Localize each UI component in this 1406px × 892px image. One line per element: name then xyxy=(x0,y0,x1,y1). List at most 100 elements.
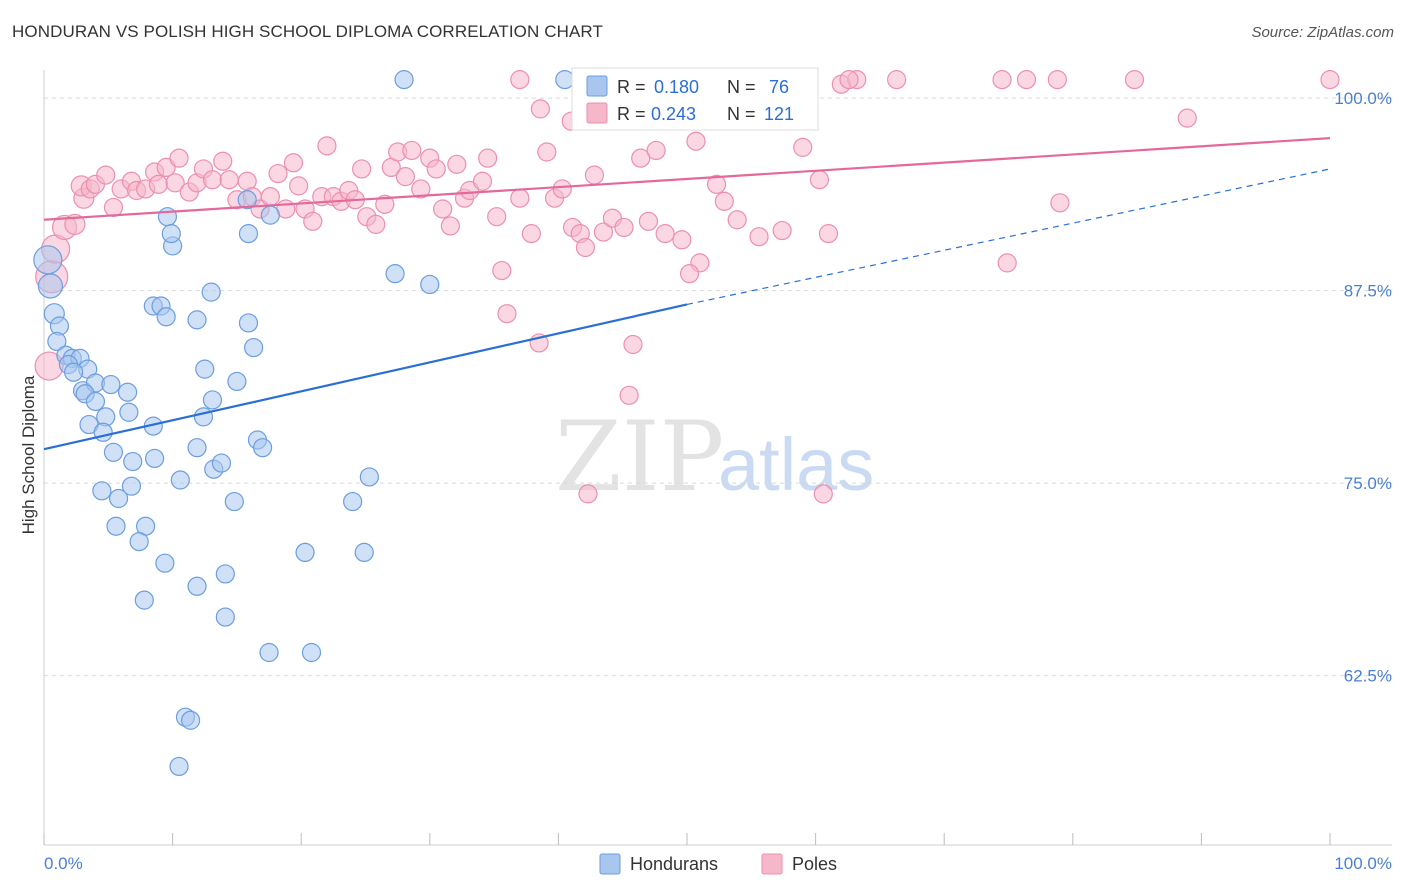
hondurans-point-1 xyxy=(37,273,64,299)
poles-point-53 xyxy=(426,159,446,179)
hondurans-point-29 xyxy=(106,516,126,536)
legend-n-label-2: N = xyxy=(727,104,756,124)
poles-point-98 xyxy=(1050,193,1070,213)
hondurans-trendline xyxy=(43,303,688,451)
hondurans-point-69 xyxy=(385,264,405,284)
poles-point-18 xyxy=(165,173,185,193)
legend-n-value-2: 121 xyxy=(764,104,794,124)
poles-point-31 xyxy=(268,163,288,184)
poles-point-95 xyxy=(578,484,598,504)
chart-title: HONDURAN VS POLISH HIGH SCHOOL DIPLOMA C… xyxy=(12,22,603,41)
hondurans-point-26 xyxy=(121,476,142,496)
hondurans-point-68 xyxy=(359,467,379,487)
poles-point-111 xyxy=(1320,70,1340,90)
poles-point-62 xyxy=(492,260,512,281)
hondurans-point-33 xyxy=(134,590,154,610)
poles-point-90 xyxy=(793,137,813,157)
poles-point-82 xyxy=(672,230,692,250)
y-tick-labels: 100.0% 87.5% 75.0% 62.5% xyxy=(1334,89,1392,686)
poles-point-10 xyxy=(103,197,124,218)
hondurans-point-10 xyxy=(63,362,84,382)
hondurans-point-16 xyxy=(117,382,138,402)
hondurans-point-53 xyxy=(244,337,264,358)
poles-point-50 xyxy=(402,140,422,161)
legend-r-value-1: 0.180 xyxy=(654,77,699,97)
poles-point-107 xyxy=(992,70,1012,90)
poles-point-33 xyxy=(283,153,304,173)
poles-point-49 xyxy=(395,167,415,187)
x-tick-label-min: 0.0% xyxy=(44,854,83,873)
poles-point-24 xyxy=(213,151,233,171)
poles-point-9 xyxy=(96,165,116,185)
poles-point-76 xyxy=(614,217,634,238)
poles-point-30 xyxy=(260,187,280,207)
poles-point-67 xyxy=(537,142,557,162)
poles-point-64 xyxy=(510,188,530,208)
legend-top: R = 0.180 N = 76 R = 0.243 N = 121 xyxy=(571,67,819,131)
legend-n-value-1: 76 xyxy=(769,77,789,97)
poles-point-86 xyxy=(714,191,734,211)
poles-point-55 xyxy=(440,216,460,236)
hondurans-point-59 xyxy=(211,453,232,473)
hondurans-point-64 xyxy=(260,205,280,225)
y-tick-label-3: 62.5% xyxy=(1344,667,1392,686)
poles-point-72 xyxy=(575,237,596,258)
hondurans-point-37 xyxy=(259,642,279,663)
poles-point-77 xyxy=(623,334,643,355)
poles-point-54 xyxy=(433,199,453,219)
poles-point-56 xyxy=(447,154,467,174)
poles-point-51 xyxy=(411,179,431,199)
hondurans-point-24 xyxy=(144,448,165,469)
poles-point-88 xyxy=(749,227,769,247)
poles-point-92 xyxy=(818,224,839,244)
x-tick-label-max: 100.0% xyxy=(1334,854,1392,873)
poles-point-112 xyxy=(510,70,530,90)
hondurans-point-15 xyxy=(85,391,106,412)
legend-swatch-poles xyxy=(586,102,608,124)
poles-point-79 xyxy=(638,211,659,231)
legend-bottom-swatch-poles xyxy=(761,853,783,875)
hondurans-point-62 xyxy=(253,438,273,458)
poles-point-85 xyxy=(706,174,727,194)
poles-point-25 xyxy=(219,170,239,190)
poles-point-117 xyxy=(839,70,859,90)
hondurans-point-42 xyxy=(157,207,178,227)
poles-point-94 xyxy=(619,385,639,405)
y-tick-label-0: 100.0% xyxy=(1334,89,1392,108)
hondurans-point-32 xyxy=(155,553,175,573)
poles-point-63 xyxy=(497,304,517,324)
poles-point-34 xyxy=(289,176,309,196)
watermark-atlas: atlas xyxy=(718,423,874,506)
y-tick-label-1: 87.5% xyxy=(1344,282,1392,301)
legend-n-label-1: N = xyxy=(727,77,756,97)
legend-bottom: Hondurans Poles xyxy=(599,853,837,875)
poles-point-110 xyxy=(1124,70,1145,90)
hondurans-point-52 xyxy=(238,224,259,244)
poles-point-60 xyxy=(478,148,498,168)
poles-trendline xyxy=(43,137,1331,221)
hondurans-points xyxy=(33,70,575,777)
poles-point-106 xyxy=(887,70,907,90)
hondurans-point-51 xyxy=(238,313,259,333)
hondurans-point-67 xyxy=(354,542,374,563)
y-axis-label: High School Diploma xyxy=(19,375,38,534)
poles-point-89 xyxy=(772,220,792,241)
poles-point-109 xyxy=(1047,70,1067,90)
y-tick-label-2: 75.0% xyxy=(1344,474,1392,493)
hondurans-point-55 xyxy=(202,390,223,410)
poles-point-23 xyxy=(202,170,223,190)
poles-point-59 xyxy=(472,171,493,191)
poles-point-73 xyxy=(584,165,605,185)
hondurans-point-21 xyxy=(93,422,113,442)
hondurans-point-18 xyxy=(119,402,139,422)
hondurans-point-48 xyxy=(187,310,207,330)
source-label: Source: ZipAtlas.com xyxy=(1251,24,1394,41)
hondurans-point-57 xyxy=(187,438,207,458)
axes xyxy=(43,70,1392,846)
poles-point-80 xyxy=(646,140,666,161)
hondurans-point-65 xyxy=(295,542,315,563)
poles-point-93 xyxy=(679,264,700,284)
poles-point-17 xyxy=(156,157,176,177)
hondurans-point-60 xyxy=(224,491,244,512)
legend-r-value-2: 0.243 xyxy=(651,104,696,124)
